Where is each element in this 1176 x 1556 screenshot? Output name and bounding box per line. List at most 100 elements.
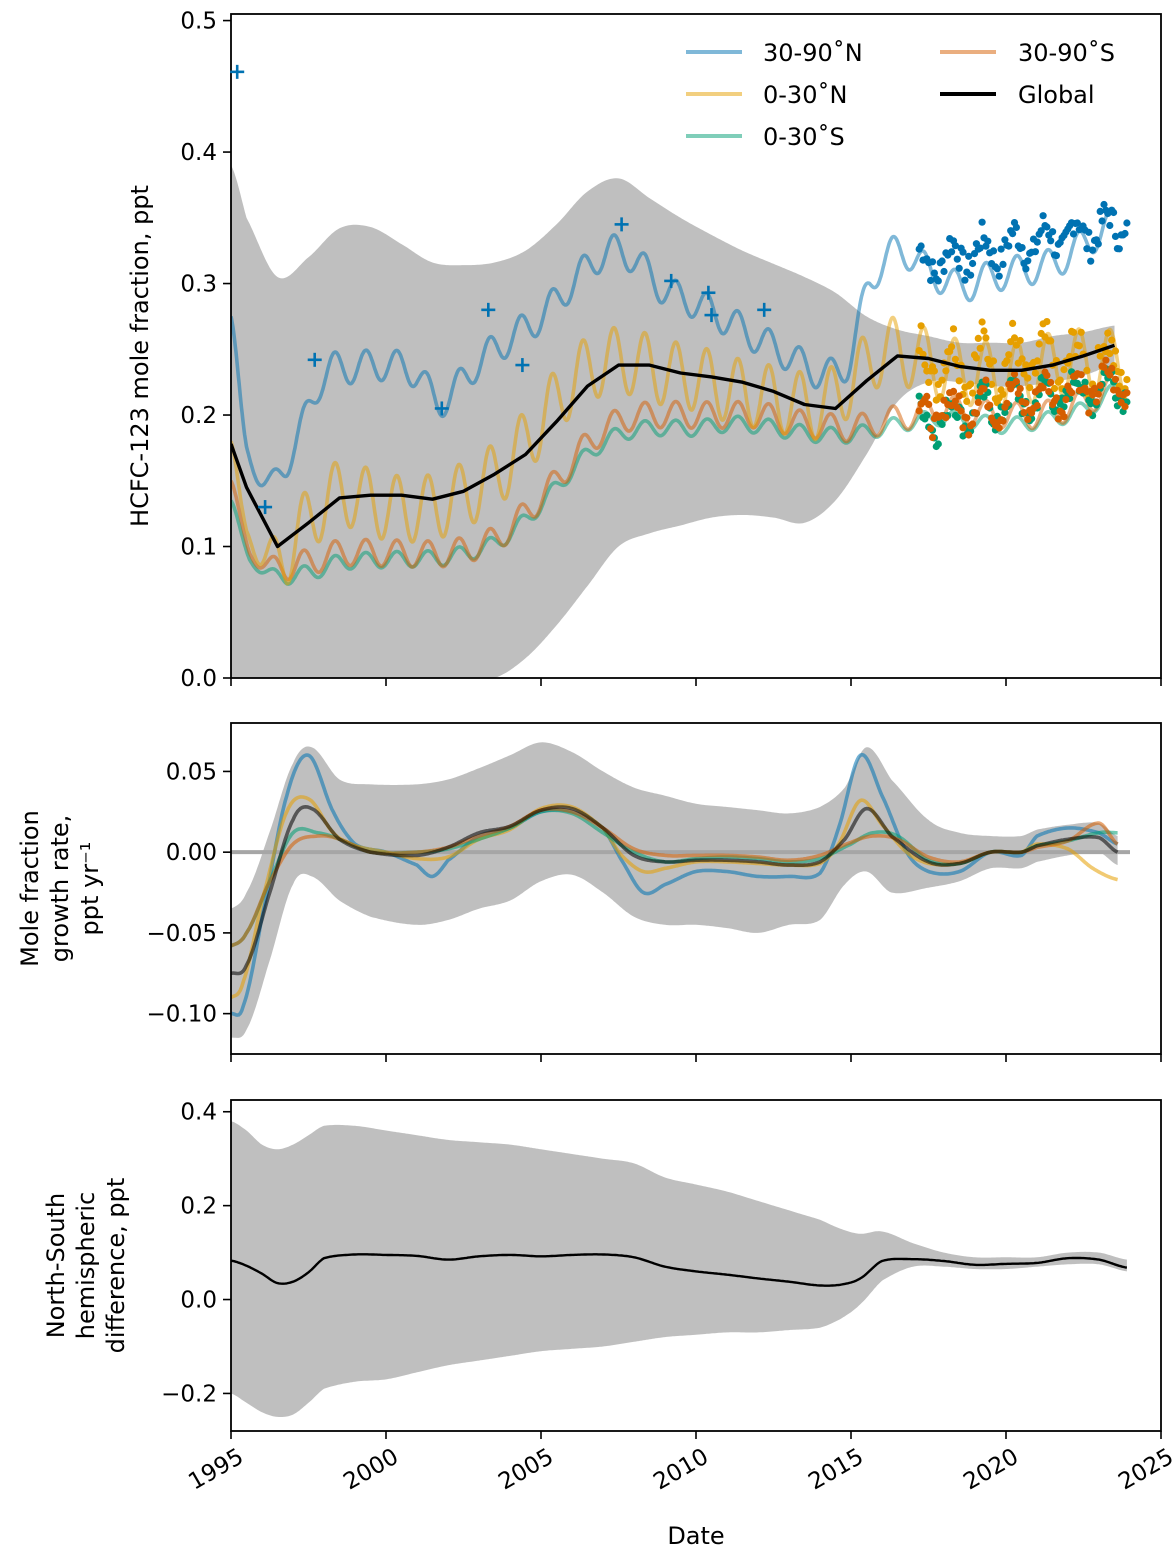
obs-point-s-high bbox=[1090, 384, 1099, 392]
obs-point-s-high bbox=[1060, 413, 1068, 421]
obs-point-n-low bbox=[1060, 366, 1068, 374]
difference-line bbox=[231, 1253, 1128, 1287]
y-tick-label-0-0: 0.0 bbox=[180, 666, 217, 692]
obs-point-n-low bbox=[1108, 336, 1116, 344]
obs-point-n-low bbox=[1022, 361, 1030, 369]
obs-point-s-high bbox=[1094, 390, 1102, 398]
obs-point-n-low bbox=[963, 397, 971, 405]
obs-point-n-low bbox=[1016, 336, 1024, 345]
obs-point-s-high bbox=[1045, 388, 1053, 396]
obs-point-n-low bbox=[1123, 376, 1131, 384]
series-line-global bbox=[231, 343, 1116, 549]
obs-point-s-high bbox=[1077, 371, 1085, 379]
obs-point-n-high bbox=[1047, 237, 1055, 245]
obs-point-s-high bbox=[986, 401, 994, 409]
obs-point-n-low bbox=[1104, 329, 1112, 337]
obs-point-n-high bbox=[1106, 221, 1114, 230]
obs-point-n-high bbox=[1085, 228, 1093, 236]
obs-point-n-low bbox=[1010, 334, 1019, 342]
obs-point-s-high bbox=[974, 398, 982, 406]
obs-point-n-high bbox=[978, 218, 986, 226]
obs-point-n-low bbox=[980, 327, 988, 335]
flask-marker bbox=[614, 217, 629, 232]
obs-point-n-high bbox=[1083, 245, 1091, 253]
obs-point-s-high bbox=[1039, 384, 1047, 392]
obs-point-n-high bbox=[955, 264, 963, 272]
obs-point-n-low bbox=[942, 367, 950, 375]
obs-point-n-low bbox=[1111, 347, 1120, 355]
obs-point-s-high bbox=[1111, 375, 1120, 383]
obs-point-n-high bbox=[934, 277, 942, 285]
obs-point-n-low bbox=[1018, 355, 1026, 363]
obs-point-n-high bbox=[1073, 219, 1081, 227]
y-tick-label-0-5: 0.5 bbox=[180, 9, 217, 35]
obs-point-n-high bbox=[969, 259, 977, 268]
y-tick-label-0-4: 0.4 bbox=[180, 140, 217, 166]
obs-point-n-low bbox=[930, 367, 939, 375]
obs-point-s-high bbox=[1085, 409, 1093, 417]
obs-point-n-high bbox=[940, 267, 948, 276]
y-tick-label-1-1: −0.05 bbox=[147, 921, 217, 947]
obs-point-s-high bbox=[1102, 356, 1110, 364]
series-line-n-low bbox=[231, 315, 1129, 586]
growth-rate-uncertainty-band bbox=[231, 742, 1118, 1038]
obs-point-n-high bbox=[1031, 248, 1039, 256]
obs-point-s-high bbox=[959, 424, 967, 432]
obs-point-s-high bbox=[923, 392, 931, 400]
obs-point-n-low bbox=[1003, 357, 1011, 365]
obs-point-n-high bbox=[1069, 230, 1078, 238]
obs-point-n-low bbox=[1024, 374, 1032, 382]
obs-point-n-low bbox=[1069, 328, 1078, 336]
growth-rate-ylabel-line3: ppt yr⁻¹ bbox=[76, 842, 104, 936]
panel-hemispheric-difference-plot-area bbox=[231, 1121, 1128, 1417]
obs-point-n-high bbox=[1012, 223, 1021, 231]
panel-mole-fraction: 0.0 0.1 0.2 0.3 0.4 0.5 HCFC-123 mole fractio… bbox=[126, 9, 1162, 692]
obs-point-s-high bbox=[982, 376, 990, 384]
flask-marker bbox=[434, 401, 449, 416]
obs-point-s-high bbox=[1016, 385, 1024, 393]
obs-point-s-high bbox=[1047, 378, 1055, 387]
obs-point-n-high bbox=[1110, 208, 1118, 217]
obs-point-n-low bbox=[1026, 384, 1034, 392]
obs-point-n-high bbox=[1100, 200, 1108, 209]
obs-point-s-high bbox=[980, 385, 988, 393]
y-tick-label-2-0: −0.2 bbox=[161, 1381, 217, 1407]
legend-label-global: Global bbox=[1018, 81, 1095, 109]
obs-point-s-high bbox=[1062, 396, 1070, 404]
obs-point-n-high bbox=[928, 258, 937, 266]
obs-point-n-low bbox=[921, 361, 929, 369]
obs-point-n-high bbox=[938, 257, 946, 265]
obs-point-s-high bbox=[1043, 371, 1051, 379]
obs-point-s-high bbox=[1054, 415, 1062, 423]
obs-point-n-high bbox=[927, 276, 935, 285]
y-tick-label-1-0: −0.10 bbox=[147, 1002, 217, 1028]
flask-marker bbox=[481, 302, 496, 317]
obs-point-s-low bbox=[915, 392, 923, 400]
flask-marker bbox=[704, 308, 719, 323]
y-tick-label-0-3: 0.3 bbox=[180, 272, 217, 298]
obs-point-n-high bbox=[1094, 240, 1102, 248]
obs-point-s-high bbox=[1089, 391, 1097, 399]
obs-point-n-low bbox=[1077, 328, 1085, 336]
obs-point-n-low bbox=[1009, 319, 1017, 327]
obs-point-n-high bbox=[1001, 236, 1009, 244]
obs-point-n-low bbox=[1033, 357, 1041, 365]
flask-marker bbox=[701, 285, 716, 300]
obs-point-n-low bbox=[919, 350, 927, 358]
obs-point-s-high bbox=[1020, 409, 1028, 417]
obs-point-n-high bbox=[1115, 245, 1123, 253]
obs-point-s-high bbox=[969, 420, 977, 428]
growth-rate-ylabel-line1: Mole fraction bbox=[16, 810, 44, 967]
panel-mole-fraction-axes: 0.0 0.1 0.2 0.3 0.4 0.5 bbox=[180, 9, 1162, 692]
obs-point-n-low bbox=[1096, 352, 1104, 360]
obs-point-n-high bbox=[997, 245, 1005, 253]
obs-point-n-high bbox=[1043, 223, 1051, 231]
obs-point-n-high bbox=[959, 248, 967, 256]
flask-marker bbox=[307, 352, 322, 367]
y-tick-label-2-1: 0.0 bbox=[180, 1288, 217, 1314]
obs-point-n-high bbox=[965, 252, 973, 260]
obs-point-n-low bbox=[978, 318, 986, 326]
obs-point-n-low bbox=[1047, 337, 1055, 345]
obs-point-n-low bbox=[1050, 384, 1059, 393]
obs-point-s-low bbox=[1081, 378, 1089, 386]
